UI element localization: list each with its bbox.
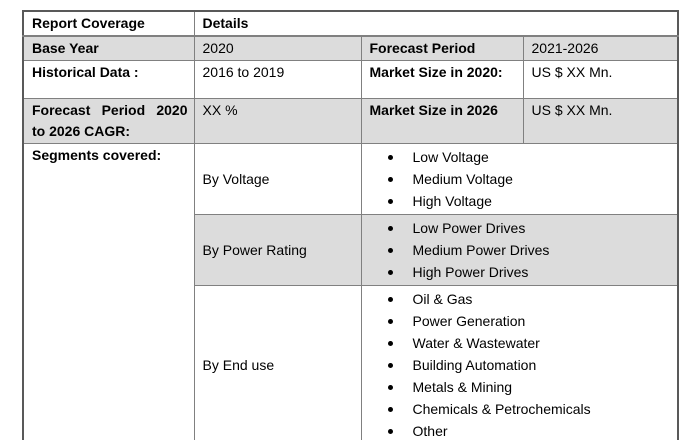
bullet-icon: [387, 247, 393, 253]
bullet-icon: [387, 154, 393, 160]
segment-group-end-use: By End use: [193, 285, 362, 440]
segments-covered-label: Segments covered:: [22, 143, 195, 440]
segment-items-power-rating: Low Power Drives Medium Power Drives Hig…: [360, 214, 679, 286]
bullet-icon: [387, 384, 393, 390]
table-header-row: Report Coverage Details: [22, 10, 679, 37]
list-item: Metals & Mining: [387, 376, 674, 398]
cagr-label: Forecast Period 2020 to 2026 CAGR:: [22, 98, 195, 144]
market-size-2026-label: Market Size in 2026: [360, 98, 524, 144]
list-item-label: Low Voltage: [412, 148, 489, 165]
bullet-icon: [387, 406, 393, 412]
forecast-period-label: Forecast Period: [360, 35, 524, 61]
table-row-cagr: Forecast Period 2020 to 2026 CAGR: XX % …: [22, 98, 679, 144]
historical-data-value: 2016 to 2019: [193, 60, 362, 99]
table-row-segment-voltage: Segments covered: By Voltage Low Voltage…: [22, 143, 679, 440]
bullet-icon: [387, 428, 393, 434]
segment-items-voltage: Low Voltage Medium Voltage High Voltage: [360, 143, 679, 215]
bullet-icon: [387, 198, 393, 204]
list-item: Low Voltage: [387, 146, 674, 168]
segment-group-power-rating: By Power Rating: [193, 214, 362, 286]
bullet-icon: [387, 225, 393, 231]
report-coverage-table: Report Coverage Details Base Year 2020 F…: [22, 10, 680, 440]
list-item: Medium Voltage: [387, 168, 674, 190]
list-item: Oil & Gas: [387, 288, 674, 310]
cagr-value: XX %: [193, 98, 362, 144]
market-size-2020-value: US $ XX Mn.: [522, 60, 679, 99]
bullet-icon: [387, 296, 393, 302]
market-size-2026-value: US $ XX Mn.: [522, 98, 679, 144]
list-item-label: Chemicals & Petrochemicals: [412, 400, 591, 417]
list-item-label: Medium Power Drives: [412, 241, 550, 258]
list-item: Building Automation: [387, 354, 674, 376]
list-item: Chemicals & Petrochemicals: [387, 398, 674, 420]
list-item: Water & Wastewater: [387, 332, 674, 354]
bullet-icon: [387, 318, 393, 324]
header-details: Details: [193, 10, 679, 37]
segment-items-end-use: Oil & Gas Power Generation Water & Waste…: [360, 285, 679, 440]
list-item-label: Water & Wastewater: [412, 334, 540, 351]
list-item-label: Power Generation: [412, 312, 526, 329]
base-year-label: Base Year: [22, 35, 195, 61]
market-size-2020-label: Market Size in 2020:: [360, 60, 524, 99]
list-item-label: Building Automation: [412, 356, 537, 373]
list-item-label: Oil & Gas: [412, 290, 473, 307]
list-item: High Power Drives: [387, 261, 674, 283]
list-item-label: High Power Drives: [412, 263, 529, 280]
list-item-label: Low Power Drives: [412, 219, 526, 236]
bullet-icon: [387, 269, 393, 275]
table-row-base-year: Base Year 2020 Forecast Period 2021-2026: [22, 35, 679, 61]
table-row-segment-end-use: By End use Oil & Gas Power Generation Wa…: [23, 285, 679, 440]
table-row-segment-power-rating: By Power Rating Low Power Drives Medium …: [23, 214, 679, 286]
segment-group-voltage: By Voltage: [193, 143, 362, 215]
table-row-historical-data: Historical Data : 2016 to 2019 Market Si…: [22, 60, 679, 99]
list-item-label: Other: [412, 422, 448, 439]
list-item: Medium Power Drives: [387, 239, 674, 261]
list-item: Low Power Drives: [387, 217, 674, 239]
header-report-coverage: Report Coverage: [22, 10, 195, 37]
list-item-label: High Voltage: [412, 192, 492, 209]
list-item: High Voltage: [387, 190, 674, 212]
bullet-icon: [387, 340, 393, 346]
historical-data-label: Historical Data :: [22, 60, 195, 99]
list-item-label: Medium Voltage: [412, 170, 513, 187]
base-year-value: 2020: [193, 35, 362, 61]
list-item: Other: [387, 420, 674, 440]
list-item-label: Metals & Mining: [412, 378, 513, 395]
bullet-icon: [387, 362, 393, 368]
list-item: Power Generation: [387, 310, 674, 332]
bullet-icon: [387, 176, 393, 182]
forecast-period-value: 2021-2026: [522, 35, 679, 61]
